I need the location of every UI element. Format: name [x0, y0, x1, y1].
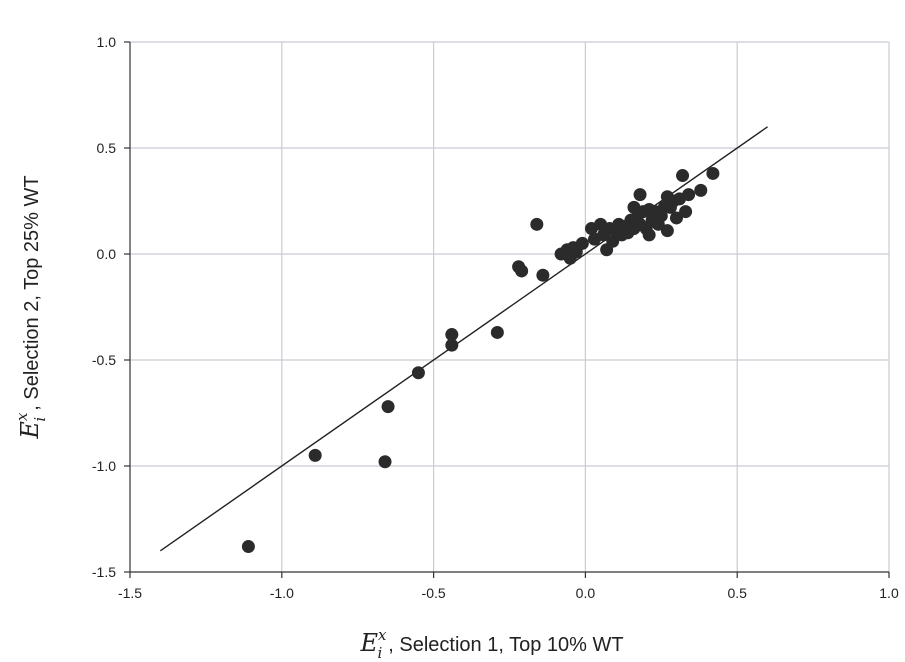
- x-tick-label: -1.0: [270, 585, 294, 601]
- data-point: [669, 211, 683, 225]
- y-tick-label: -1.5: [92, 564, 116, 580]
- y-axis-subscript: i: [31, 417, 49, 422]
- y-tick-label: -1.0: [92, 458, 116, 474]
- y-axis-label-text: , Selection 2, Top 25% WT: [21, 175, 43, 410]
- data-point: [575, 236, 589, 250]
- x-axis-label-text: , Selection 1, Top 10% WT: [388, 634, 623, 656]
- data-point: [682, 188, 696, 202]
- y-tick-label: 0.5: [97, 140, 117, 156]
- y-axis-symbol: E: [16, 421, 44, 440]
- data-point: [445, 328, 459, 342]
- data-point: [676, 169, 690, 183]
- data-point: [706, 166, 720, 180]
- y-axis-title: Exi , Selection 2, Top 25% WT: [13, 175, 49, 439]
- x-tick-label: 0.0: [576, 585, 596, 601]
- axes: [124, 41, 890, 578]
- data-point: [445, 338, 459, 352]
- x-tick-label: 1.0: [879, 585, 899, 601]
- grid: [130, 41, 890, 572]
- data-point: [530, 217, 544, 231]
- x-axis-symbol: E: [359, 629, 378, 657]
- data-point: [515, 264, 529, 278]
- y-tick-label: 0.0: [97, 246, 117, 262]
- data-point: [378, 455, 392, 469]
- y-tick-label: 1.0: [97, 34, 117, 50]
- y-axis-superscript: x: [13, 412, 31, 421]
- data-point: [241, 540, 255, 554]
- data-point: [642, 228, 656, 242]
- data-point: [633, 188, 647, 202]
- fit-line-layer: [159, 126, 768, 552]
- x-tick-label: -1.5: [118, 585, 142, 601]
- data-point: [536, 268, 550, 282]
- x-tick-label: -0.5: [422, 585, 446, 601]
- data-point: [381, 400, 395, 414]
- tick-labels: -1.5 -1.0 -0.5 0.0 0.5 1.0 -1.5 -1.0 -0.5 0.0 0.5 1…: [92, 34, 899, 601]
- y-tick-label: -0.5: [92, 352, 116, 368]
- data-point: [679, 205, 693, 219]
- data-point: [411, 366, 425, 380]
- x-axis-title: Ex i , Selection 1, Top 10% WT: [359, 626, 623, 662]
- data-points: [241, 166, 720, 554]
- x-axis-superscript: x: [378, 626, 387, 644]
- data-point: [660, 224, 674, 238]
- data-point: [490, 325, 504, 339]
- fit-line: [159, 126, 768, 552]
- data-point: [694, 183, 708, 197]
- data-point: [606, 234, 620, 248]
- x-axis-subscript: i: [377, 644, 382, 662]
- data-point: [308, 448, 322, 462]
- x-tick-label: 0.5: [727, 585, 747, 601]
